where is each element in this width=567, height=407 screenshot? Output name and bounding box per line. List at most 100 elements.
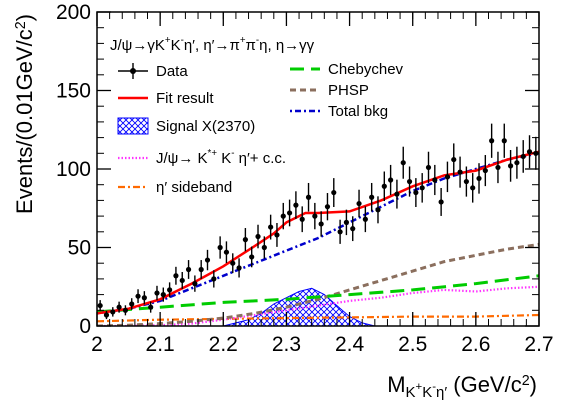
data-point — [198, 266, 204, 273]
data-point — [192, 281, 198, 287]
process-label-part: + — [240, 35, 246, 46]
data-point — [489, 138, 495, 144]
data-point — [223, 249, 230, 255]
data-point — [343, 219, 350, 225]
legend-cheb-label-part: Chebychev — [328, 61, 404, 78]
data-point — [438, 199, 444, 205]
data-point — [299, 216, 305, 222]
data-point — [230, 260, 236, 266]
legend-signal-swatch — [117, 117, 149, 135]
fit-curve — [97, 150, 539, 315]
process-label-part: - — [256, 35, 259, 46]
data-point — [167, 287, 173, 293]
data-point — [337, 229, 343, 235]
data-point — [160, 292, 166, 298]
x-tick-label: 2.3 — [272, 333, 301, 356]
data-point — [425, 164, 432, 171]
x-tick-label: 2 — [91, 333, 103, 356]
data-point — [173, 273, 179, 279]
plot-frame — [96, 11, 540, 327]
legend-kstar-label-part: η′+ c.c. — [234, 150, 286, 167]
axes: 2 2.1 2.2 2.3 2.4 2.5 2.6 2.7050100150200MK+K-η… — [12, 1, 554, 401]
y-tick-label: 100 — [56, 158, 91, 181]
legend-kstar-label-part: K — [217, 150, 231, 167]
legend-data-marker — [130, 68, 136, 74]
x-axis-title-part: M — [387, 372, 405, 397]
data-point — [141, 295, 147, 301]
legend-signal-label: Signal X(2370) — [156, 118, 255, 135]
y-axis-title-part: ) — [12, 14, 37, 21]
x-axis-title-part: K — [406, 384, 416, 401]
y-axis-title-part: Events/(0.01GeV/c — [12, 29, 37, 214]
x-axis-title-part: - — [432, 381, 436, 393]
y-axis-title-part: 2 — [13, 21, 29, 29]
x-tick-label: 2.7 — [524, 333, 553, 356]
process-label-part: - — [181, 35, 184, 46]
x-tick-label: 2.4 — [335, 333, 365, 356]
process-label-part: J/ψ→γK — [110, 37, 165, 54]
legend-fit-label: Fit result — [156, 90, 214, 107]
x-axis-title: MK+K-η′ (GeV/c2) — [387, 372, 537, 401]
data-point — [122, 307, 129, 313]
data-point — [242, 237, 248, 243]
x-axis-title-part: η′ — [436, 384, 447, 401]
data-point — [419, 185, 425, 191]
legend-kstar-label-part: - — [231, 148, 234, 159]
data-point — [476, 175, 482, 182]
data-point — [305, 194, 312, 200]
data-point — [249, 254, 255, 260]
legend-kstar-label-part: J/ψ→ K — [156, 150, 208, 167]
data-point — [103, 312, 110, 318]
data-point — [356, 200, 362, 207]
data-point — [211, 276, 217, 282]
data-point — [381, 183, 387, 189]
data-point — [526, 149, 533, 155]
data-point — [324, 204, 331, 210]
x-tick-label: 2.2 — [209, 333, 238, 356]
data-point — [451, 156, 457, 163]
data-point — [463, 178, 469, 185]
data-point — [293, 202, 299, 208]
legend-kstar-label: J/ψ→ K*+ K- η′+ c.c. — [156, 148, 286, 167]
data-point — [97, 302, 103, 309]
data-point — [406, 178, 413, 185]
sideband-curve — [97, 313, 539, 323]
data-point — [217, 244, 223, 251]
legend-phsp-label: PHSP — [328, 82, 369, 99]
x-axis-title-part: (GeV/c — [447, 372, 522, 397]
data-point — [154, 290, 160, 296]
data-point — [204, 257, 211, 263]
x-axis-title-part: K — [422, 384, 432, 401]
data-point — [261, 244, 267, 251]
data-point — [116, 304, 122, 310]
data-point — [331, 189, 337, 196]
legend-totbkg-label-part: Total bkg — [328, 103, 388, 120]
legend-data-label: Data — [156, 63, 188, 80]
data-point — [129, 301, 135, 307]
data-point — [470, 185, 476, 191]
data-point — [432, 177, 438, 183]
legend-sideband-label: η′ sideband — [156, 179, 232, 196]
process-label: J/ψ→γK+K-η′, η′→π+π-η, η→γγ — [110, 35, 315, 54]
legend-sideband-label-part: η′ sideband — [156, 179, 232, 196]
data-point — [135, 293, 141, 299]
legend-cheb-label: Chebychev — [328, 61, 404, 78]
data-point — [520, 153, 526, 160]
data-point — [280, 213, 286, 219]
data-point — [457, 169, 463, 175]
data-point — [148, 304, 154, 310]
kstar-curve — [97, 285, 539, 326]
x-tick-label: 2.6 — [461, 333, 490, 356]
data-point — [110, 309, 116, 315]
data-point — [185, 266, 192, 273]
data-point — [362, 216, 368, 222]
data-point — [444, 174, 451, 180]
legend-signal-label-part: Signal X(2370) — [156, 118, 255, 135]
process-label-part: η′, η′→π — [184, 37, 240, 54]
data-point — [388, 177, 394, 183]
y-tick-label: 0 — [79, 315, 91, 338]
y-tick-label: 50 — [68, 237, 91, 260]
y-tick-label: 200 — [56, 1, 91, 24]
y-tick-label: 150 — [56, 80, 91, 103]
